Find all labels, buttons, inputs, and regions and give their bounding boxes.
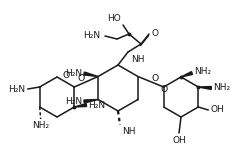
Text: HO: HO (107, 14, 121, 23)
Polygon shape (74, 103, 87, 107)
Text: NH₂: NH₂ (213, 83, 230, 93)
Polygon shape (198, 86, 211, 89)
Text: NH₂: NH₂ (32, 121, 49, 130)
Text: H₂N: H₂N (65, 69, 82, 78)
Text: H₂N: H₂N (88, 100, 105, 110)
Text: H₂N: H₂N (83, 32, 100, 40)
Text: O: O (62, 71, 69, 80)
Text: NH: NH (122, 127, 135, 136)
Text: OH: OH (172, 136, 186, 145)
Text: OH: OH (210, 105, 224, 115)
Text: H₂N: H₂N (9, 84, 26, 94)
Text: O: O (160, 85, 167, 94)
Text: O: O (152, 29, 159, 37)
Polygon shape (84, 72, 98, 77)
Text: NH₂: NH₂ (194, 67, 211, 77)
Text: H₂N: H₂N (65, 97, 82, 106)
Polygon shape (84, 99, 98, 103)
Text: O: O (152, 74, 159, 83)
Text: NH: NH (131, 55, 144, 64)
Text: O: O (78, 74, 85, 83)
Polygon shape (181, 72, 193, 77)
